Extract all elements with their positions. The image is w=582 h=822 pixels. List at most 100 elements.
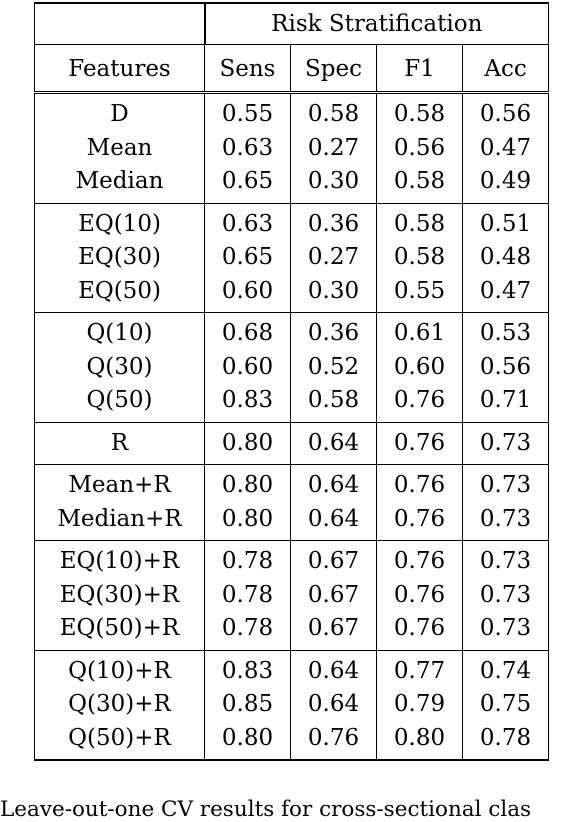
metric-value-cell: 0.49 [461, 165, 550, 203]
feature-name-cell: R [34, 421, 205, 465]
group-header-row: Risk Stratification [34, 2, 550, 45]
metric-value-cell: 0.80 [204, 721, 291, 761]
feature-name-cell: Q(10) [34, 312, 205, 351]
feature-name-cell: EQ(30)+R [34, 578, 205, 612]
metric-value-cell: 0.58 [290, 91, 377, 132]
results-table: Risk Stratification Features Sens Spec F… [34, 2, 550, 761]
metric-value-cell: 0.73 [461, 502, 550, 541]
metric-value-cell: 0.48 [461, 241, 550, 275]
metric-value-cell: 0.73 [461, 578, 550, 612]
column-header: Sens [204, 44, 291, 93]
metric-value-cell: 0.60 [204, 274, 291, 313]
feature-name-cell: Mean+R [34, 464, 205, 503]
metric-value-cell: 0.63 [204, 131, 291, 165]
metric-value-cell: 0.52 [290, 350, 377, 384]
metric-value-cell: 0.63 [204, 202, 291, 241]
feature-name-cell: D [34, 91, 205, 132]
table-row: EQ(30)+R 0.78 0.67 0.76 0.73 [34, 578, 550, 612]
empty-header-cell [34, 2, 205, 45]
metric-value-cell: 0.80 [376, 721, 463, 761]
metric-value-cell: 0.64 [290, 502, 377, 541]
metric-value-cell: 0.76 [376, 612, 463, 650]
metric-value-cell: 0.83 [204, 649, 291, 688]
metric-value-cell: 0.67 [290, 578, 377, 612]
table-row: Q(30) 0.60 0.52 0.60 0.56 [34, 350, 550, 384]
metric-value-cell: 0.76 [376, 384, 463, 422]
metric-value-cell: 0.60 [376, 350, 463, 384]
metric-value-cell: 0.56 [376, 131, 463, 165]
metric-value-cell: 0.78 [204, 578, 291, 612]
metric-value-cell: 0.55 [376, 274, 463, 313]
metric-value-cell: 0.78 [204, 540, 291, 579]
metric-value-cell: 0.58 [376, 165, 463, 203]
table-row: Median 0.65 0.30 0.58 0.49 [34, 165, 550, 203]
metric-value-cell: 0.36 [290, 202, 377, 241]
feature-name-cell: Q(50) [34, 384, 205, 422]
table-row: Q(50)+R 0.80 0.76 0.80 0.78 [34, 721, 550, 761]
feature-name-cell: EQ(10)+R [34, 540, 205, 579]
metric-value-cell: 0.30 [290, 274, 377, 313]
metric-value-cell: 0.76 [376, 578, 463, 612]
metric-value-cell: 0.79 [376, 688, 463, 722]
metric-value-cell: 0.76 [376, 421, 463, 465]
feature-name-cell: EQ(10) [34, 202, 205, 241]
metric-value-cell: 0.27 [290, 131, 377, 165]
metric-value-cell: 0.80 [204, 421, 291, 465]
table-row: Mean 0.63 0.27 0.56 0.47 [34, 131, 550, 165]
metric-value-cell: 0.67 [290, 540, 377, 579]
metric-value-cell: 0.36 [290, 312, 377, 351]
metric-value-cell: 0.56 [461, 91, 550, 132]
metric-value-cell: 0.73 [461, 540, 550, 579]
feature-name-cell: Median [34, 165, 205, 203]
metric-value-cell: 0.68 [204, 312, 291, 351]
metric-value-cell: 0.65 [204, 165, 291, 203]
metric-value-cell: 0.80 [204, 502, 291, 541]
feature-name-cell: Mean [34, 131, 205, 165]
table-row: Q(30)+R 0.85 0.64 0.79 0.75 [34, 688, 550, 722]
feature-name-cell: EQ(30) [34, 241, 205, 275]
column-header-row: Features Sens Spec F1 Acc [34, 44, 550, 93]
feature-name-cell: Q(30) [34, 350, 205, 384]
metric-value-cell: 0.51 [461, 202, 550, 241]
metric-value-cell: 0.64 [290, 649, 377, 688]
metric-value-cell: 0.64 [290, 421, 377, 465]
table-row: EQ(10)+R 0.78 0.67 0.76 0.73 [34, 540, 550, 579]
feature-name-cell: Median+R [34, 502, 205, 541]
metric-value-cell: 0.53 [461, 312, 550, 351]
metric-value-cell: 0.58 [376, 241, 463, 275]
metric-value-cell: 0.73 [461, 421, 550, 465]
metric-value-cell: 0.78 [461, 721, 550, 761]
metric-value-cell: 0.75 [461, 688, 550, 722]
table-row: Median+R 0.80 0.64 0.76 0.73 [34, 502, 550, 541]
metric-value-cell: 0.61 [376, 312, 463, 351]
metric-value-cell: 0.47 [461, 274, 550, 313]
metric-value-cell: 0.47 [461, 131, 550, 165]
metric-value-cell: 0.76 [376, 540, 463, 579]
table-row: Q(10) 0.68 0.36 0.61 0.53 [34, 312, 550, 351]
table-row: D 0.55 0.58 0.58 0.56 [34, 91, 550, 132]
feature-name-cell: EQ(50)+R [34, 612, 205, 650]
metric-value-cell: 0.74 [461, 649, 550, 688]
metric-value-cell: 0.73 [461, 612, 550, 650]
metric-value-cell: 0.83 [204, 384, 291, 422]
metric-value-cell: 0.64 [290, 464, 377, 503]
feature-name-cell: Q(50)+R [34, 721, 205, 761]
risk-stratification-header: Risk Stratification [203, 2, 550, 45]
column-header: F1 [376, 44, 463, 93]
metric-value-cell: 0.71 [461, 384, 550, 422]
feature-name-cell: Q(30)+R [34, 688, 205, 722]
metric-value-cell: 0.78 [204, 612, 291, 650]
metric-value-cell: 0.76 [376, 464, 463, 503]
table-row: Q(10)+R 0.83 0.64 0.77 0.74 [34, 649, 550, 688]
metric-value-cell: 0.58 [376, 202, 463, 241]
metric-value-cell: 0.64 [290, 688, 377, 722]
metric-value-cell: 0.55 [204, 91, 291, 132]
column-header: Spec [290, 44, 377, 93]
table-row: EQ(50) 0.60 0.30 0.55 0.47 [34, 274, 550, 313]
metric-value-cell: 0.85 [204, 688, 291, 722]
metric-value-cell: 0.27 [290, 241, 377, 275]
table-row: Mean+R 0.80 0.64 0.76 0.73 [34, 464, 550, 503]
metric-value-cell: 0.30 [290, 165, 377, 203]
metric-value-cell: 0.65 [204, 241, 291, 275]
